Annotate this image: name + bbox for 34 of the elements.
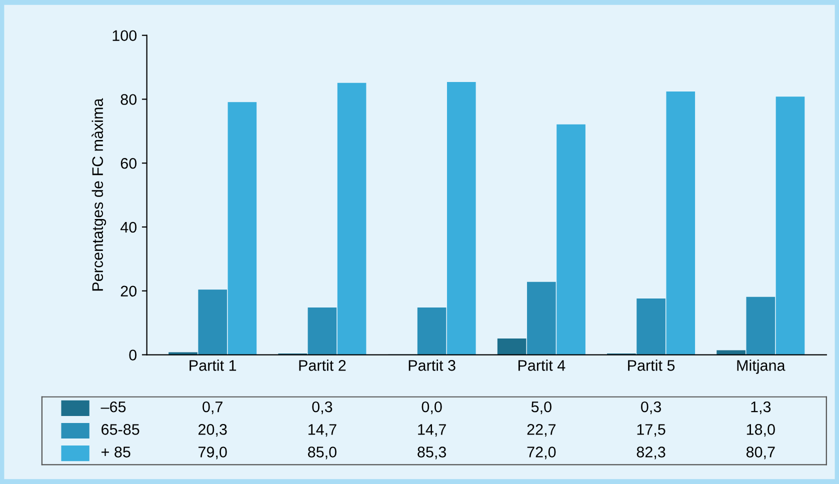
y-tick-label: 100 xyxy=(112,30,137,42)
data-label: 18,0 xyxy=(746,424,775,437)
legend-label: + 85 xyxy=(102,446,130,458)
x-tick-label: Partit 5 xyxy=(628,360,675,371)
y-axis-title: Percentatges de FC màxima xyxy=(92,98,106,291)
y-tick-label: 0 xyxy=(129,350,137,360)
data-label: 5,0 xyxy=(531,401,552,414)
data-label: 1,3 xyxy=(751,401,771,414)
y-tick-label: 20 xyxy=(120,286,137,297)
data-label: 79,0 xyxy=(198,446,227,460)
data-label: 85,3 xyxy=(418,446,446,460)
data-label: 14,7 xyxy=(308,424,336,437)
y-tick-label: 60 xyxy=(120,158,137,169)
x-tick-label: Partit 3 xyxy=(408,360,456,371)
data-label: 0,0 xyxy=(422,401,442,414)
y-tick-label: 40 xyxy=(120,222,137,233)
x-tick-label: Partit 2 xyxy=(299,360,346,371)
data-label: 14,7 xyxy=(418,424,446,437)
data-label: 82,3 xyxy=(636,446,666,460)
y-tick-label: 80 xyxy=(120,94,137,105)
data-label: 72,0 xyxy=(527,446,556,460)
data-label: 80,7 xyxy=(746,446,775,460)
data-label: 0,3 xyxy=(641,401,661,414)
data-label: 85,0 xyxy=(308,446,336,460)
data-label: 22,7 xyxy=(527,424,556,437)
legend-label: 65-85 xyxy=(102,424,140,435)
x-tick-label: Mitjana xyxy=(737,360,786,374)
x-tick-label: Partit 4 xyxy=(518,360,566,371)
data-label: 0,3 xyxy=(312,401,332,414)
data-label: 0,7 xyxy=(202,401,222,414)
data-label: 20,3 xyxy=(198,424,227,437)
data-label: 17,5 xyxy=(637,424,666,437)
x-tick-label: Partit 1 xyxy=(190,360,236,371)
legend-label: –65 xyxy=(100,401,126,412)
